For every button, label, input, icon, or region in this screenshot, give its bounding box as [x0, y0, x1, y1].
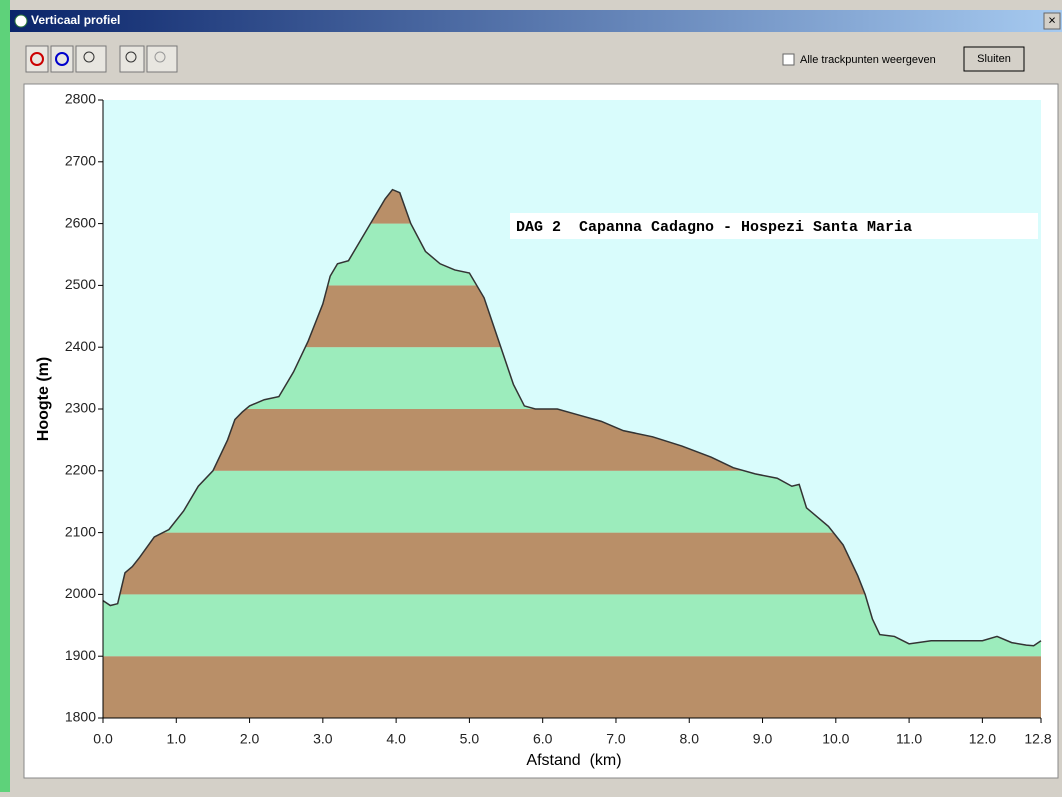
title-bar [10, 10, 1062, 32]
icon [30, 52, 44, 66]
x-tick-label: 3.0 [313, 731, 333, 747]
x-tick-label: 6.0 [533, 731, 553, 747]
y-tick-label: 2200 [65, 462, 96, 478]
x-tick-label: 10.0 [822, 731, 849, 747]
close-button[interactable] [1043, 12, 1061, 30]
y-tick-label: 2500 [65, 276, 96, 292]
left-edge [0, 0, 10, 792]
y-tick-label: 2300 [65, 400, 96, 416]
icon [125, 51, 137, 63]
x-tick-label: 12.8 [1024, 731, 1051, 747]
x-tick-label: 5.0 [460, 731, 480, 747]
y-axis-label: Hoogte (m) [35, 357, 52, 441]
toolbar [25, 45, 178, 73]
tool-button[interactable] [50, 45, 74, 73]
chart: 1800 1900 2000 2100 2200 2300 2400 2500 2600 2700… [35, 91, 1052, 770]
icon [154, 51, 166, 63]
close-x: × [1048, 12, 1056, 27]
checkbox-label: Alle trackpunten weergeven [800, 54, 936, 66]
x-tick-label: 2.0 [240, 731, 260, 747]
y-tick-label: 2400 [65, 338, 96, 354]
button-label: Sluiten [977, 53, 1011, 65]
tool-button[interactable] [75, 45, 107, 73]
y-tick-label: 1900 [65, 647, 96, 663]
y-tick-label: 1800 [65, 709, 96, 725]
icon [83, 51, 95, 63]
x-tick-label: 8.0 [680, 731, 700, 747]
y-tick-label: 2700 [65, 153, 96, 169]
annotation-bg [510, 213, 1038, 239]
window-title: Verticaal profiel [31, 13, 120, 27]
y-tick-label: 2100 [65, 523, 96, 539]
x-tick-label: 7.0 [606, 731, 626, 747]
x-tick-label: 12.0 [969, 731, 996, 747]
profile-line [102, 188, 1042, 647]
elevation-band [103, 656, 1041, 718]
y-tick-label: 2000 [65, 585, 96, 601]
tool-button[interactable] [25, 45, 49, 73]
x-tick-label: 11.0 [896, 731, 922, 747]
tool-button[interactable] [119, 45, 145, 73]
x-tick-label: 4.0 [386, 731, 406, 747]
y-tick-label: 2800 [65, 91, 96, 107]
x-axis-label: Afstand (km) [526, 752, 621, 769]
x-tick-label: 9.0 [753, 731, 773, 747]
tool-button[interactable] [146, 45, 178, 73]
checkbox[interactable] [782, 53, 795, 66]
annotation: DAG 2 Capanna Cadagno - Hospezi Santa Ma… [516, 219, 912, 236]
close-window-button[interactable] [963, 46, 1025, 72]
icon [55, 52, 69, 66]
x-tick-label: 1.0 [167, 731, 187, 747]
y-tick-label: 2600 [65, 214, 96, 230]
x-tick-label: 0.0 [93, 731, 113, 747]
app-icon [14, 14, 28, 28]
